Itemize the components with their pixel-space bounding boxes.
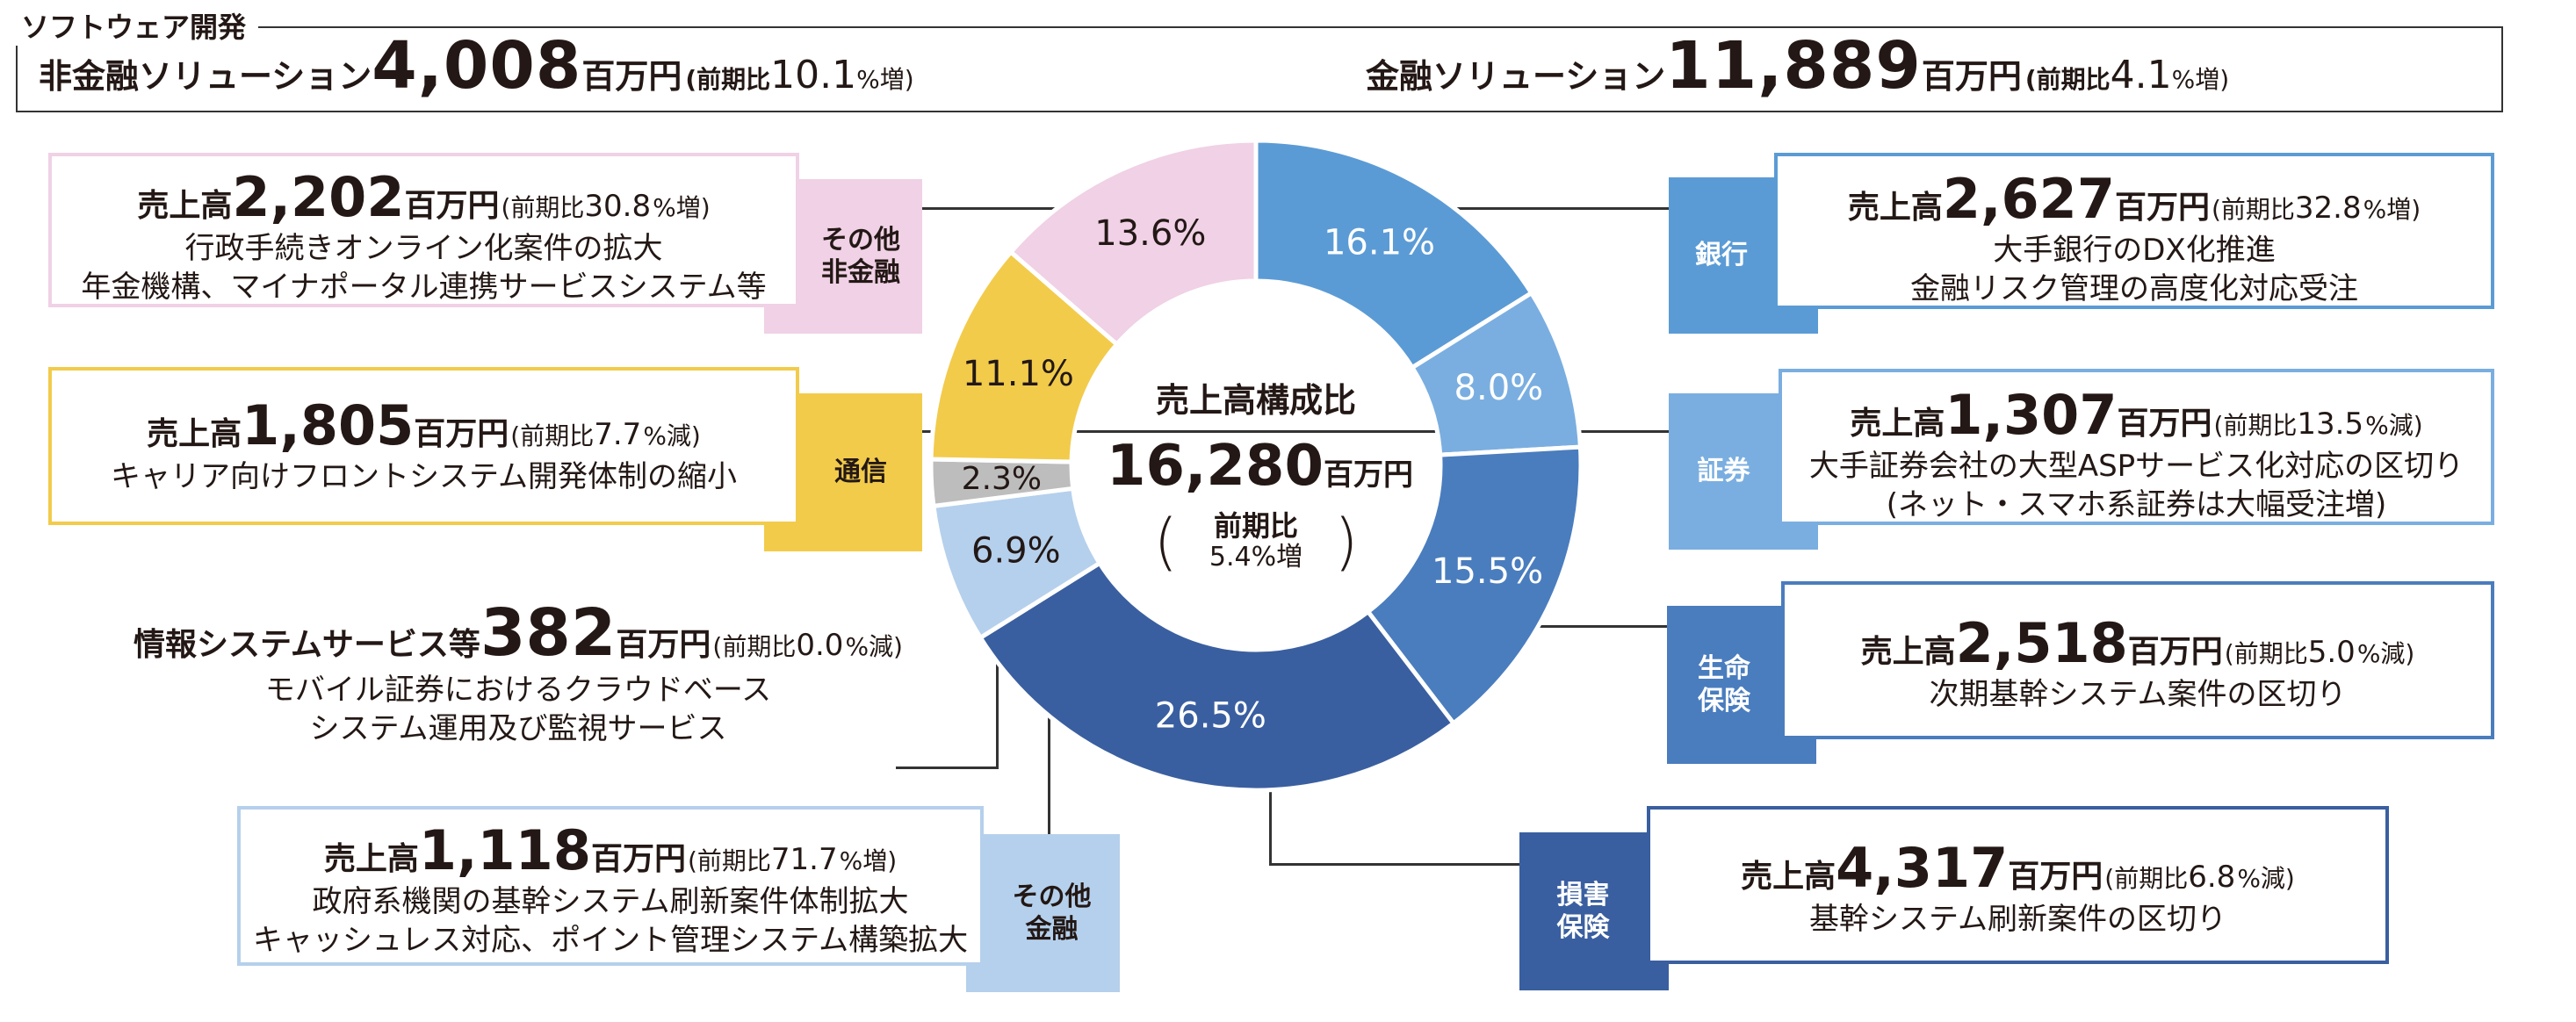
finance-summary: 金融ソリューション 11,889 百万円 (前期比 4.1 %増) (1366, 28, 2229, 104)
sales-label: 売上高 (1847, 190, 1943, 226)
tag-sonota-kinyu: その他 金融 (984, 834, 1120, 992)
non-finance-summary: 非金融ソリューション 4,008 百万円 (前期比 10.1 %増) (39, 28, 914, 104)
tag-tsushin: 通信 (799, 393, 922, 551)
center-paren-open: ( (1153, 506, 1178, 578)
finance-suffix: %増) (2171, 65, 2230, 94)
segment-seimei-box: 売上高 2,518 百万円 (前期比 5.0 %減) 次期基幹システム案件の区切り (1781, 581, 2494, 739)
segment-desc: キャリア向けフロントシステム開発体制の縮小 (111, 459, 737, 494)
center-yoy-value: 5.4%増 (1209, 542, 1303, 573)
center-yoy-label: 前期比 (1213, 509, 1298, 543)
segment-desc: 政府系機関の基幹システム刷新案件体制拡大 キャッシュレス対応、ポイント管理システム… (252, 884, 969, 959)
segment-shoken-box: 売上高 1,307 百万円 (前期比 13.5 %減) 大手証券会社の大型ASPサービス化… (1779, 369, 2494, 525)
yoy-suffix: %増) (2363, 195, 2421, 224)
donut-slice-7 (1007, 138, 1259, 348)
non-finance-prefix: (前期比 (685, 65, 771, 94)
tag-songai: 損害 保険 (1519, 832, 1647, 990)
donut-slice-2 (1365, 444, 1584, 727)
donut-slice-label-1: 8.0% (1454, 368, 1544, 408)
tag-seimei: 生命 保険 (1667, 606, 1781, 764)
segment-desc: 大手銀行のDX化推進 金融リスク管理の高度化対応受注 (1910, 233, 2358, 307)
non-finance-unit: 百万円 (581, 57, 682, 96)
finance-unit: 百万円 (1921, 57, 2022, 96)
segment-ginko-box: 売上高 2,627 百万円 (前期比 32.8 %増) 大手銀行のDX化推進 金融リスク管理… (1774, 153, 2494, 309)
non-finance-value: 4,008 (372, 28, 582, 104)
donut-slice-label-4: 6.9% (971, 530, 1061, 571)
donut-slice-label-3: 26.5% (1155, 695, 1266, 736)
donut-slice-label-6: 11.1% (963, 354, 1074, 394)
connector-line (922, 430, 1695, 433)
non-finance-rate: 10.1 (770, 53, 857, 97)
connector-line (1269, 863, 1533, 866)
donut-slice-label-5: 2.3% (962, 461, 1042, 497)
finance-name: 金融ソリューション (1366, 57, 1666, 96)
segment-sonota-kinyu-box: 売上高 1,118 百万円 (前期比 71.7 %増) 政府系機関の基幹システム刷新案件体… (237, 806, 984, 966)
center-value: 16,280 (1107, 434, 1324, 499)
donut-slice-0 (1253, 138, 1535, 371)
finance-rate: 4.1 (2110, 53, 2172, 97)
segment-desc: 大手証券会社の大型ASPサービス化対応の区切り (ネット・スマホ系証券は大幅受注増… (1808, 449, 2464, 523)
donut-slice-label-7: 13.6% (1094, 213, 1206, 254)
connector-line (1269, 742, 1272, 865)
center-title: 売上高構成比 (1155, 381, 1356, 420)
segment-desc: 行政手続きオンライン化案件の拡大 年金機構、マイナポータル連携サービスシステム等 (81, 231, 767, 306)
yoy-prefix: (前期比 (2211, 195, 2295, 224)
category-title: ソフトウェア開発 (16, 5, 259, 46)
segment-sonota-hikinyu-box: 売上高 2,202 百万円 (前期比 30.8 %増) 行政手続きオンライン化案件の拡大年… (48, 153, 799, 307)
center-unit: 百万円 (1323, 457, 1413, 493)
tag-sonota-hikinyu: その他 非金融 (799, 179, 922, 334)
finance-prefix: (前期比 (2024, 65, 2111, 94)
segment-songai-box: 売上高 4,317 百万円 (前期比 6.8 %減) 基幹システム刷新案件の区切り (1647, 806, 2389, 964)
segment-desc: 基幹システム刷新案件の区切り (1809, 902, 2226, 937)
sales-value: 2,627 (1942, 167, 2115, 231)
center-paren-close: ) (1334, 506, 1359, 578)
yoy-rate: 32.8 (2294, 191, 2362, 226)
non-finance-name: 非金融ソリューション (39, 57, 372, 96)
connector-line (1511, 625, 1695, 628)
connector-line (896, 766, 999, 769)
sales-unit: 百万円 (2114, 190, 2210, 226)
tag-shoken: 証券 (1669, 393, 1779, 550)
donut-slice-label-0: 16.1% (1324, 222, 1435, 263)
header-frame (16, 26, 2503, 112)
composition-donut-chart: 16.1% 8.0% 15.5% 26.5% 6.9% 2.3% 11.1% 13.6% (928, 138, 1584, 793)
segment-desc: 次期基幹システム案件の区切り (1929, 677, 2347, 712)
tag-ginko: 銀行 (1669, 177, 1774, 334)
donut-slice-label-2: 15.5% (1432, 551, 1543, 592)
non-finance-suffix: %増) (856, 65, 914, 94)
donut-center: 売上高構成比 16,280百万円 ( 前期比 5.4%増 ) (1107, 373, 1413, 578)
segment-tsushin-box: 売上高 1,805 百万円 (前期比 7.7 %減) キャリア向けフロントシステム開発体制… (48, 367, 799, 525)
segment-joho: 情報システムサービス等 382 百万円 (前期比 0.0 %減) モバイル証券におけるクラ… (133, 595, 903, 747)
finance-value: 11,889 (1665, 28, 1922, 104)
donut-slice-3 (977, 559, 1457, 793)
